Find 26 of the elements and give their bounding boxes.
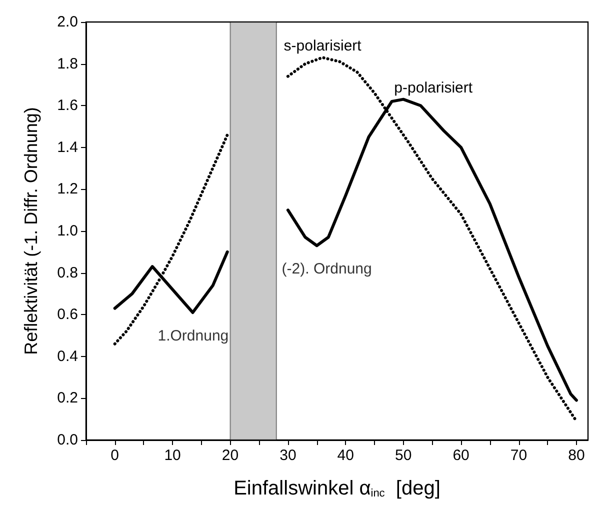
series-label: p-polarisiert — [394, 79, 474, 96]
y-tick-label: 0.6 — [57, 306, 78, 324]
y-tick-label: 1.6 — [57, 97, 78, 114]
y-tick-label: 2.0 — [57, 14, 78, 30]
y-tick-label: 0.8 — [57, 264, 78, 282]
x-tick-label: 60 — [452, 447, 470, 464]
x-tick-label: 50 — [395, 447, 412, 464]
x-tick-label: 80 — [568, 447, 585, 464]
annotation: 1.Ordnung — [158, 328, 229, 345]
y-tick-label: 0.4 — [57, 348, 78, 365]
series-label: s-polarisiert — [284, 38, 362, 55]
y-tick-label: 0.0 — [57, 432, 78, 448]
y-tick-label: 1.0 — [57, 222, 78, 240]
y-tick-label: 1.4 — [57, 138, 78, 156]
x-tick-label: 30 — [280, 447, 296, 464]
y-axis-title: Reflektivität (-1. Diffr. Ordnung) — [21, 107, 41, 355]
x-tick-label: 70 — [510, 447, 528, 464]
y-tick-label: 1.8 — [57, 55, 78, 72]
annotation: (-2). Ordnung — [282, 260, 372, 278]
y-tick-label: 1.2 — [57, 180, 78, 198]
x-tick-label: 20 — [222, 447, 239, 464]
x-tick-label: 40 — [337, 447, 354, 464]
x-tick-label: 10 — [164, 447, 181, 464]
x-axis-title: Einfallswinkel αinc [deg] — [234, 478, 440, 500]
x-tick-label: 0 — [110, 447, 120, 464]
y-tick-label: 0.2 — [57, 390, 78, 407]
